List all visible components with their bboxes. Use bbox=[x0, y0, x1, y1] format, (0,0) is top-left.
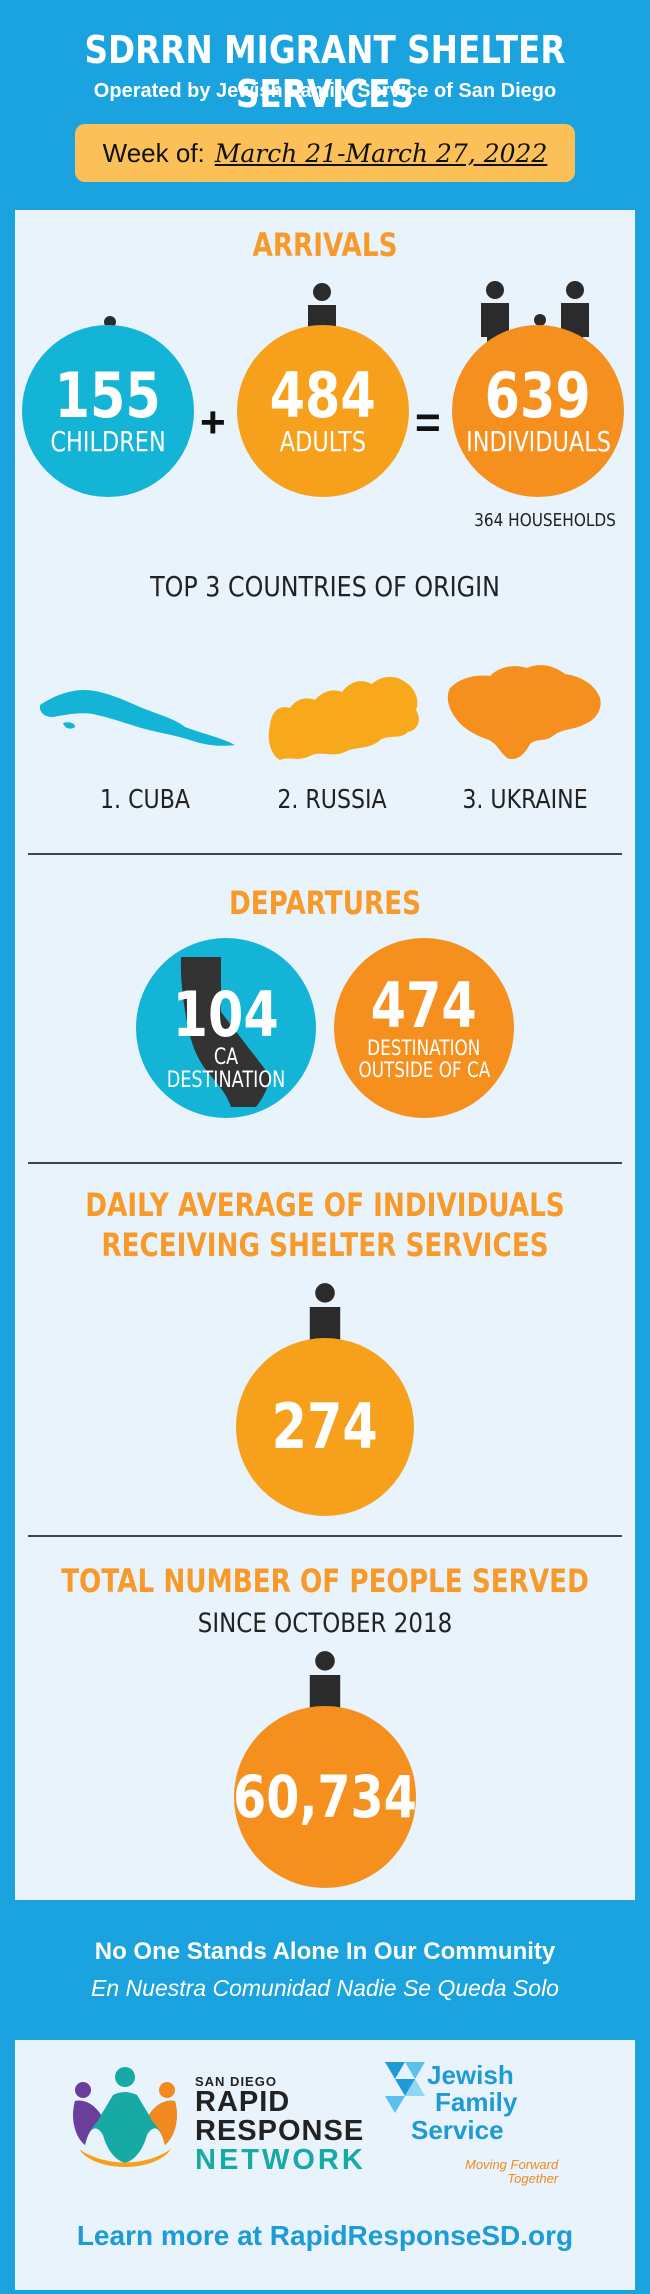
daily-title-line1: DAILY AVERAGE OF INDIVIDUALS bbox=[85, 1186, 565, 1224]
outside-label-1: DESTINATION bbox=[367, 1035, 481, 1060]
outside-ca-circle: 474 DESTINATION OUTSIDE OF CA bbox=[334, 938, 514, 1118]
week-box: Week of: March 21-March 27, 2022 bbox=[75, 124, 575, 182]
adults-label: ADULTS bbox=[279, 425, 367, 459]
households-count: 364 HOUSEHOLDS bbox=[474, 510, 616, 531]
rrn-people-logo bbox=[73, 2067, 177, 2167]
page-title: SDRRN MIGRANT SHELTER SERVICES bbox=[84, 28, 566, 116]
country-2: 2. RUSSIA bbox=[277, 785, 387, 815]
rrn-line-1: RAPID bbox=[195, 2086, 291, 2118]
rrn-small-text: SAN DIEGO bbox=[195, 2074, 277, 2089]
total-circle: 60,734 bbox=[233, 1706, 417, 1888]
individuals-label: INDIVIDUALS bbox=[465, 425, 611, 459]
children-label: CHILDREN bbox=[50, 425, 166, 459]
country-3: 3. UKRAINE bbox=[462, 785, 588, 815]
jfs-tagline: Moving Forward Together bbox=[465, 2157, 559, 2187]
equals-sign: = bbox=[415, 398, 441, 447]
rrn-wordmark: SAN DIEGO RAPID RESPONSE NETWORK bbox=[195, 2075, 366, 2175]
week-dates: March 21-March 27, 2022 bbox=[214, 138, 548, 168]
children-circle: 155 CHILDREN bbox=[22, 325, 194, 497]
week-label: Week of: bbox=[102, 137, 205, 168]
footer-slogan-es: En Nuestra Comunidad Nadie Se Queda Solo bbox=[91, 1975, 559, 2001]
ca-label: CA DESTINATION bbox=[166, 1044, 286, 1093]
section-divider bbox=[28, 1162, 622, 1164]
total-since: SINCE OCTOBER 2018 bbox=[197, 1608, 453, 1639]
outside-label-2: OUTSIDE OF CA bbox=[358, 1058, 490, 1082]
cuba-map-icon bbox=[39, 689, 235, 746]
logo-panel: SAN DIEGO RAPID RESPONSE NETWORK Jewish … bbox=[15, 2040, 635, 2290]
individuals-count: 639 bbox=[484, 359, 592, 433]
california-map-icon bbox=[180, 957, 271, 1107]
jfs-wordmark: Jewish Family Service bbox=[411, 2060, 518, 2144]
jfs-tag-line-1: Moving Forward bbox=[465, 2157, 559, 2172]
children-count: 155 bbox=[54, 359, 162, 433]
jfs-tag-line-2: Together bbox=[507, 2171, 559, 2187]
ukraine-map-icon bbox=[447, 665, 601, 760]
jfs-line-2: Family bbox=[435, 2087, 518, 2118]
plus-sign: + bbox=[200, 398, 226, 447]
section-divider bbox=[28, 853, 622, 855]
total-title: TOTAL NUMBER OF PEOPLE SERVED bbox=[61, 1562, 589, 1600]
footer-slogan-en: No One Stands Alone In Our Community bbox=[94, 1938, 556, 1965]
country-1: 1. CUBA bbox=[99, 785, 190, 815]
jfs-line-1: Jewish bbox=[427, 2060, 514, 2090]
adults-count: 484 bbox=[269, 359, 377, 433]
daily-circle: 274 bbox=[236, 1338, 414, 1516]
adults-circle: 484 ADULTS bbox=[237, 325, 409, 497]
ca-destination-circle: 104 CA DESTINATION bbox=[136, 938, 316, 1118]
individuals-circle: 639 INDIVIDUALS bbox=[452, 325, 624, 497]
rrn-line-2: RESPONSE bbox=[195, 2115, 365, 2147]
arrivals-title: ARRIVALS bbox=[252, 226, 398, 264]
russia-map-icon bbox=[268, 676, 419, 760]
countries-title: TOP 3 COUNTRIES OF ORIGIN bbox=[150, 570, 500, 603]
daily-count: 274 bbox=[271, 1390, 379, 1463]
jfs-triangles-logo bbox=[385, 2062, 425, 2113]
jfs-line-3: Service bbox=[411, 2114, 504, 2145]
learn-more-link[interactable]: Learn more at RapidResponseSD.org bbox=[76, 2220, 574, 2251]
outside-count: 474 bbox=[370, 968, 478, 1042]
departures-title: DEPARTURES bbox=[228, 884, 422, 922]
total-count: 60,734 bbox=[233, 1763, 417, 1831]
section-divider bbox=[28, 1535, 622, 1537]
page-subtitle: Operated by Jewish Family Service of San… bbox=[93, 80, 557, 102]
daily-title-line2: RECEIVING SHELTER SERVICES bbox=[101, 1226, 549, 1264]
ca-count: 104 bbox=[172, 977, 280, 1051]
rrn-line-3: NETWORK bbox=[195, 2144, 366, 2176]
